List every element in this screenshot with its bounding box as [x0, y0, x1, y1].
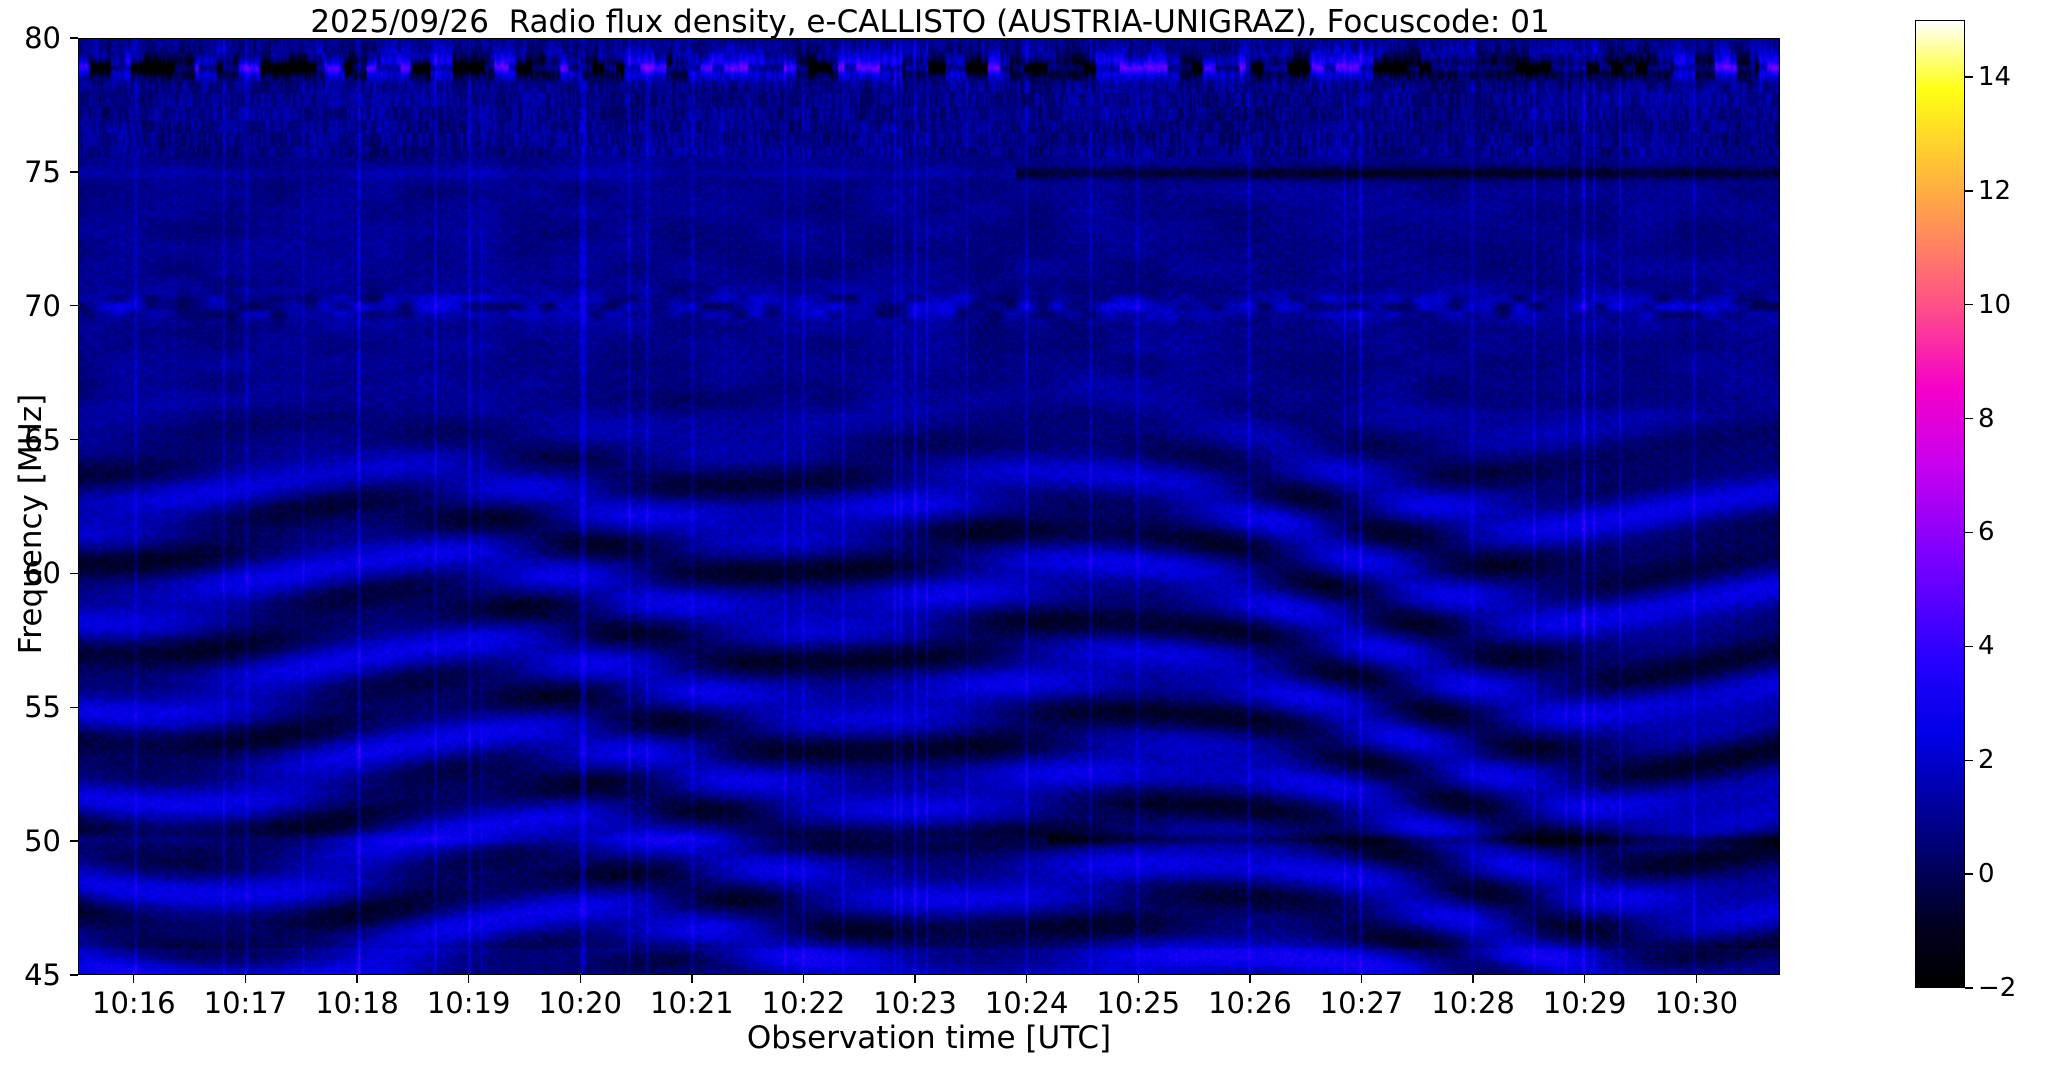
x-axis-tick-mark — [467, 975, 470, 983]
colorbar-tick-label: 0 — [1978, 859, 1995, 890]
y-axis-tick-mark — [70, 37, 78, 39]
x-axis-tick-label: 10:22 — [761, 986, 846, 1020]
x-axis-tick-mark — [802, 975, 805, 983]
y-axis-tick-label: 75 — [24, 154, 61, 189]
colorbar-tick-label: −2 — [1978, 973, 2017, 1003]
colorbar-tick-mark — [1965, 531, 1973, 534]
x-axis-tick-label: 10:26 — [1208, 986, 1292, 1020]
y-axis-tick-mark — [70, 305, 78, 307]
colorbar-tick-label: 2 — [1978, 745, 1995, 776]
y-axis-tick-label: 70 — [24, 288, 61, 323]
page-title: 2025/09/26 Radio flux density, e-CALLIST… — [310, 4, 1550, 40]
x-axis-tick-label: 10:24 — [984, 986, 1069, 1020]
colorbar-tick-mark — [1965, 304, 1973, 306]
x-axis-tick-mark — [1360, 975, 1363, 983]
x-axis-tick-mark — [1249, 975, 1251, 983]
y-axis-tick-mark — [70, 974, 78, 976]
y-axis-tick-mark — [70, 706, 78, 708]
x-axis-tick-label: 10:29 — [1542, 986, 1627, 1020]
y-axis-tick-label: 45 — [24, 958, 61, 992]
x-axis-label: Observation time [UTC] — [746, 1020, 1112, 1056]
colorbar-gradient — [1916, 21, 1964, 987]
y-axis-tick-mark — [70, 171, 78, 173]
y-axis-tick-label: 65 — [24, 422, 61, 457]
x-axis-tick-label: 10:25 — [1096, 986, 1181, 1020]
colorbar-tick-label: 6 — [1978, 517, 1995, 548]
x-axis-tick-label: 10:21 — [650, 986, 734, 1020]
colorbar-tick-label: 10 — [1978, 289, 2012, 320]
x-axis-tick-label: 10:17 — [203, 986, 288, 1020]
x-axis-tick-mark — [1137, 975, 1139, 983]
x-axis-tick-label: 10:23 — [873, 986, 957, 1020]
x-axis-tick-mark — [244, 975, 247, 983]
y-axis-tick-label: 80 — [24, 21, 61, 55]
x-axis-tick-mark — [1695, 975, 1697, 983]
x-axis-tick-label: 10:19 — [426, 986, 511, 1020]
colorbar-tick-label: 8 — [1978, 403, 1995, 434]
x-axis-tick-mark — [914, 975, 916, 983]
y-axis-tick-mark — [70, 840, 78, 842]
colorbar-tick-mark — [1965, 645, 1973, 648]
x-axis-tick-mark — [1583, 975, 1586, 983]
colorbar — [1915, 20, 1965, 988]
y-axis-tick-mark — [70, 572, 78, 575]
y-axis-tick-label: 55 — [24, 690, 61, 725]
spectrogram-plot-area — [78, 38, 1780, 975]
colorbar-tick-mark — [1965, 873, 1973, 875]
x-axis-tick-label: 10:16 — [92, 986, 176, 1020]
x-axis-tick-label: 10:28 — [1431, 986, 1515, 1020]
colorbar-tick-label: 14 — [1978, 61, 2012, 92]
y-axis-tick-label: 60 — [24, 556, 61, 591]
x-axis-tick-label: 10:20 — [538, 986, 623, 1020]
colorbar-tick-mark — [1965, 417, 1973, 420]
colorbar-tick-mark — [1965, 190, 1973, 192]
colorbar-tick-mark — [1965, 759, 1973, 761]
colorbar-tick-label: 12 — [1978, 175, 2012, 206]
colorbar-tick-label: 4 — [1978, 631, 1995, 662]
x-axis-tick-label: 10:30 — [1654, 986, 1739, 1020]
y-axis-tick-label: 50 — [24, 824, 61, 859]
x-axis-tick-mark — [1472, 975, 1474, 983]
x-axis-tick-label: 10:18 — [315, 986, 399, 1020]
x-axis-tick-mark — [1025, 975, 1028, 983]
spectrogram-image — [79, 39, 1779, 974]
x-axis-tick-mark — [356, 975, 358, 983]
x-axis-tick-mark — [579, 975, 581, 983]
y-axis-tick-mark — [70, 438, 78, 441]
x-axis-tick-mark — [691, 975, 693, 983]
x-axis-tick-mark — [133, 975, 135, 983]
x-axis-tick-label: 10:27 — [1319, 986, 1404, 1020]
colorbar-tick-mark — [1965, 987, 1973, 989]
colorbar-tick-mark — [1965, 76, 1973, 78]
